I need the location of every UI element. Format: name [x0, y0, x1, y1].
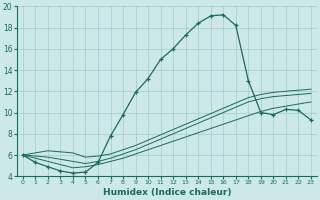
- X-axis label: Humidex (Indice chaleur): Humidex (Indice chaleur): [103, 188, 231, 197]
